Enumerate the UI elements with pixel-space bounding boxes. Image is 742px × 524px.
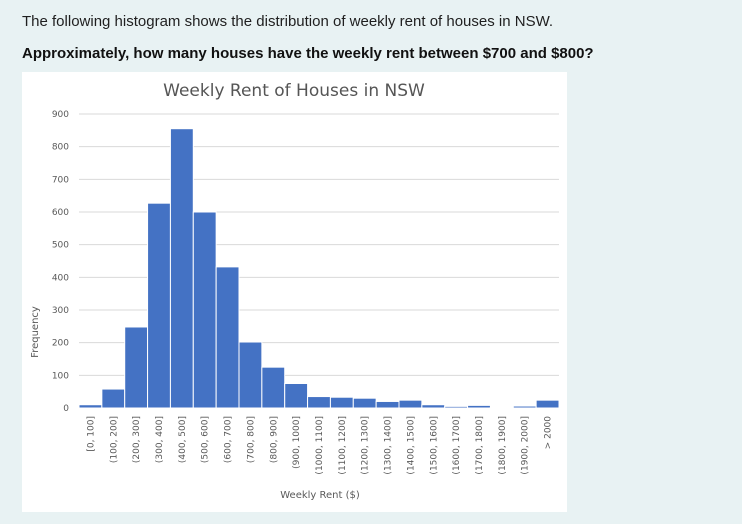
question-prompt: Approximately, how many houses have the … xyxy=(22,45,594,62)
x-tick-label: (1000, 1100] xyxy=(315,416,325,475)
x-tick-label: (1400, 1500] xyxy=(406,416,416,475)
x-tick-label: (500, 600] xyxy=(201,416,211,463)
y-tick-label: 100 xyxy=(52,371,69,381)
histogram-bar xyxy=(535,399,560,409)
question-intro: The following histogram shows the distri… xyxy=(22,13,554,30)
histogram-bar xyxy=(238,341,263,409)
histogram-bar xyxy=(398,399,423,409)
histogram-bar xyxy=(215,266,240,409)
y-tick-labels: 0 100 200 300 400 500 600 700 800 900 xyxy=(52,110,69,414)
histogram-bar xyxy=(421,404,446,409)
x-tick-label: (900, 1000] xyxy=(292,416,302,469)
x-tick-labels: [0, 100] (100, 200] (200, 300] (300, 400] (4… xyxy=(86,416,553,475)
x-tick-label: (800, 900] xyxy=(269,416,279,463)
x-tick-label: > 2000 xyxy=(544,416,554,450)
x-tick-label: (1800, 1900] xyxy=(498,416,508,475)
histogram-bar xyxy=(147,202,171,409)
histogram-bar xyxy=(169,128,194,409)
y-tick-label: 600 xyxy=(52,208,69,218)
histogram-bar xyxy=(352,397,377,409)
x-tick-label: (1100, 1200] xyxy=(338,416,348,475)
y-tick-label: 400 xyxy=(52,273,69,283)
x-axis-label: Weekly Rent ($) xyxy=(280,490,360,501)
histogram-bar xyxy=(78,404,103,409)
histogram-bar xyxy=(124,326,149,409)
histogram-bar xyxy=(489,406,514,409)
histogram-bar xyxy=(307,396,331,409)
x-tick-label: (1300, 1400] xyxy=(384,416,394,475)
y-tick-label: 0 xyxy=(63,404,69,414)
x-tick-label: (400, 500] xyxy=(178,416,188,463)
x-tick-label: (1700, 1800] xyxy=(475,416,485,475)
histogram-bar xyxy=(444,405,469,409)
x-tick-label: (1500, 1600] xyxy=(429,416,439,475)
histogram-bar xyxy=(512,405,537,409)
x-tick-label: (1200, 1300] xyxy=(361,416,371,475)
histogram-bar xyxy=(192,211,217,409)
y-tick-label: 200 xyxy=(52,339,69,349)
x-tick-label: [0, 100] xyxy=(86,416,96,452)
y-tick-label: 800 xyxy=(52,143,69,153)
histogram-bar xyxy=(101,388,126,409)
histogram-svg: Weekly Rent of Houses in NSW 0 100 200 300 4… xyxy=(30,81,560,501)
x-tick-label: (300, 400] xyxy=(155,416,165,463)
histogram-bar xyxy=(375,400,400,409)
y-tick-label: 500 xyxy=(52,241,69,251)
histogram-bar xyxy=(284,383,309,409)
x-tick-label: (600, 700] xyxy=(224,416,234,463)
bar-layer xyxy=(78,128,560,409)
histogram-bar xyxy=(467,404,491,409)
y-tick-label: 900 xyxy=(52,110,69,120)
histogram-bar xyxy=(261,366,286,409)
histogram-bar xyxy=(329,396,354,409)
x-tick-label: (700, 800] xyxy=(246,416,256,463)
question-block: The following histogram shows the distri… xyxy=(22,12,722,64)
x-tick-label: (200, 300] xyxy=(132,416,142,463)
y-tick-label: 700 xyxy=(52,175,69,185)
x-tick-label: (100, 200] xyxy=(109,416,119,463)
y-axis-label: Frequency xyxy=(30,306,41,358)
histogram-chart: Weekly Rent of Houses in NSW 0 100 200 300 4… xyxy=(22,72,567,512)
y-tick-label: 300 xyxy=(52,306,69,316)
chart-title: Weekly Rent of Houses in NSW xyxy=(163,81,425,101)
x-tick-label: (1900, 2000] xyxy=(521,416,531,475)
x-tick-label: (1600, 1700] xyxy=(452,416,462,475)
